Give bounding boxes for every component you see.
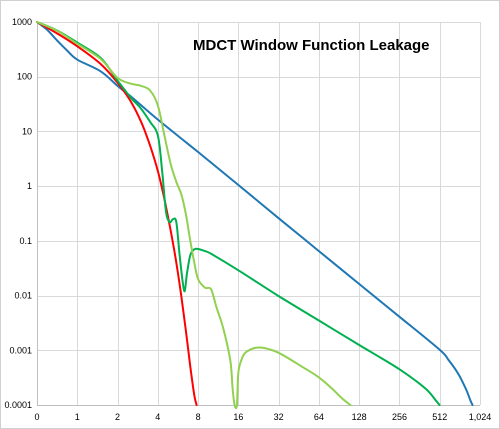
y-gridlines (37, 22, 480, 351)
x-tick-labels: 0 1 2 4 8 16 32 64 128 256 512 1,024 (34, 412, 491, 422)
y-tick-label: 100 (17, 72, 32, 82)
x-tick-label: 1,024 (469, 412, 492, 422)
x-tick-label: 0 (34, 412, 39, 422)
x-tick-label: 128 (352, 412, 367, 422)
x-tick-label: 8 (196, 412, 201, 422)
y-tick-label: 0.01 (14, 291, 32, 301)
y-tick-label: 10 (22, 126, 32, 136)
series-line-1 (36, 21, 474, 406)
series-line-2 (36, 21, 198, 406)
y-tick-label: 0.001 (9, 345, 32, 355)
y-tick-label: 1000 (12, 17, 32, 27)
y-tick-labels: 0.0001 0.001 0.01 0.1 1 10 100 1000 (4, 17, 32, 410)
x-tick-label: 64 (314, 412, 324, 422)
x-tick-label: 4 (155, 412, 160, 422)
series-line-3 (36, 21, 441, 406)
x-tick-label: 16 (233, 412, 243, 422)
y-tick-label: 0.1 (19, 236, 32, 246)
x-tick-label: 2 (115, 412, 120, 422)
chart-title: MDCT Window Function Leakage (193, 37, 430, 54)
y-tick-label: 1 (27, 181, 32, 191)
series-line-4 (36, 21, 352, 410)
series-lines (36, 21, 474, 410)
x-tick-label: 32 (274, 412, 284, 422)
x-tick-label: 512 (432, 412, 447, 422)
x-tick-label: 1 (75, 412, 80, 422)
x-tick-label: 256 (392, 412, 407, 422)
y-tick-label: 0.0001 (4, 400, 32, 410)
axes (37, 22, 480, 406)
